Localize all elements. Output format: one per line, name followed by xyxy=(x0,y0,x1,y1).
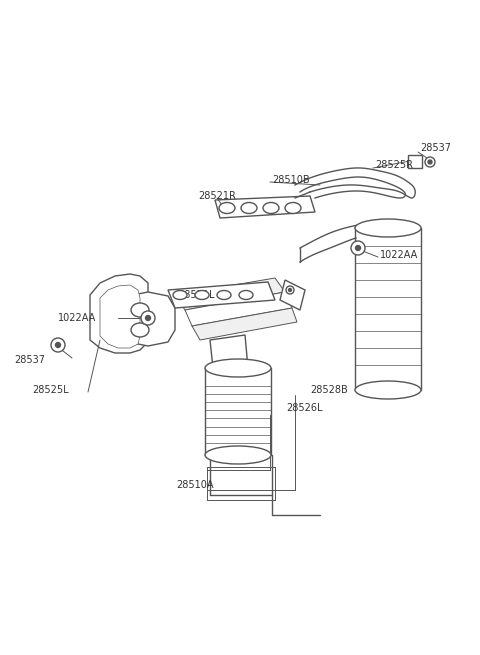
Circle shape xyxy=(141,311,155,325)
Ellipse shape xyxy=(131,303,149,317)
Circle shape xyxy=(428,160,432,164)
Ellipse shape xyxy=(173,291,187,299)
Polygon shape xyxy=(90,274,148,353)
Circle shape xyxy=(51,338,65,352)
Ellipse shape xyxy=(217,291,231,299)
Polygon shape xyxy=(192,308,297,340)
Ellipse shape xyxy=(131,323,149,337)
Text: 28521R: 28521R xyxy=(198,191,236,201)
Text: 28521L: 28521L xyxy=(178,290,215,300)
Polygon shape xyxy=(215,196,315,218)
Text: 28525L: 28525L xyxy=(32,385,69,395)
Ellipse shape xyxy=(219,202,235,214)
Ellipse shape xyxy=(241,202,257,214)
Circle shape xyxy=(286,286,294,294)
Polygon shape xyxy=(168,282,275,308)
Polygon shape xyxy=(408,155,422,168)
Circle shape xyxy=(351,241,365,255)
Text: 1022AA: 1022AA xyxy=(380,250,418,260)
Circle shape xyxy=(288,288,291,291)
Polygon shape xyxy=(112,292,175,346)
Ellipse shape xyxy=(263,202,279,214)
Text: 28526L: 28526L xyxy=(286,403,323,413)
Ellipse shape xyxy=(239,291,253,299)
Polygon shape xyxy=(210,335,248,368)
Polygon shape xyxy=(100,285,140,348)
Ellipse shape xyxy=(355,381,421,399)
Circle shape xyxy=(56,343,60,348)
Text: 28528B: 28528B xyxy=(310,385,348,395)
Polygon shape xyxy=(185,292,292,326)
Ellipse shape xyxy=(355,219,421,237)
Ellipse shape xyxy=(195,291,209,299)
Text: 28537: 28537 xyxy=(14,355,45,365)
Polygon shape xyxy=(280,280,305,310)
Text: 1022AA: 1022AA xyxy=(58,313,96,323)
Ellipse shape xyxy=(205,359,271,377)
Text: 28510A: 28510A xyxy=(176,480,214,490)
Text: 28537: 28537 xyxy=(420,143,451,153)
Ellipse shape xyxy=(205,446,271,464)
Circle shape xyxy=(145,316,151,320)
Polygon shape xyxy=(175,278,285,310)
Circle shape xyxy=(425,157,435,167)
Ellipse shape xyxy=(285,202,301,214)
Circle shape xyxy=(356,246,360,250)
Text: 28510B: 28510B xyxy=(272,175,310,185)
Text: 28525R: 28525R xyxy=(375,160,413,170)
